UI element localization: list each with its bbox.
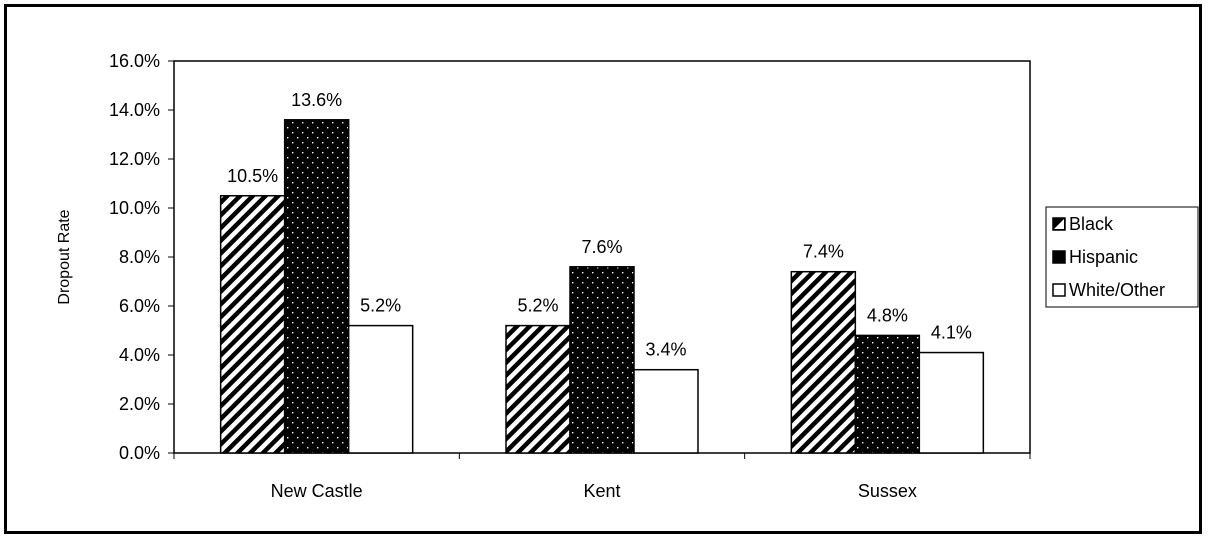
y-tick-label: 4.0% (119, 345, 160, 365)
y-tick-label: 8.0% (119, 247, 160, 267)
bar-black (219, 195, 286, 454)
y-axis-title: Dropout Rate (56, 209, 73, 304)
bar-hispanic (854, 334, 921, 454)
data-label: 13.6% (291, 90, 342, 110)
data-label: 5.2% (360, 296, 401, 316)
bar-white-other (633, 368, 699, 454)
x-tick-label: Kent (583, 481, 620, 501)
data-labels: 10.5% 5.2% 7.4% 13.6% 7.6% 4.8% 5.2% 3.4% 4.1% (227, 90, 972, 360)
data-label: 10.5% (227, 166, 278, 186)
x-axis: New Castle Kent Sussex (173, 453, 1031, 501)
legend-swatch-hispanic (1052, 250, 1066, 264)
bar-white-other (918, 351, 985, 454)
bars (219, 119, 985, 454)
x-tick-label: New Castle (271, 481, 363, 501)
data-label: 4.1% (931, 323, 972, 343)
data-label: 7.4% (803, 242, 844, 262)
bar-hispanic (283, 119, 350, 454)
legend-swatch-black (1052, 217, 1066, 231)
bar-black (790, 270, 857, 454)
data-label: 4.8% (867, 305, 908, 325)
x-tick-label: Sussex (858, 481, 917, 501)
y-tick-label: 0.0% (119, 443, 160, 463)
legend-label-white-other: White/Other (1069, 280, 1165, 300)
bar-white-other (347, 324, 414, 454)
legend-box (1045, 206, 1199, 308)
bar-hispanic (569, 266, 635, 454)
data-label: 3.4% (645, 340, 686, 360)
y-tick-label: 10.0% (109, 198, 160, 218)
data-label: 5.2% (517, 296, 558, 316)
y-axis: 0.0% 2.0% 4.0% 6.0% 8.0% 10.0% 12.0% 14.0% 16.0% (109, 51, 174, 463)
y-tick-label: 12.0% (109, 149, 160, 169)
legend-swatch-white-other (1052, 283, 1066, 297)
y-tick-label: 16.0% (109, 51, 160, 71)
bar-black (505, 324, 571, 454)
data-label: 7.6% (581, 237, 622, 257)
legend-label-hispanic: Hispanic (1069, 247, 1138, 267)
y-tick-label: 14.0% (109, 100, 160, 120)
legend-label-black: Black (1069, 214, 1114, 234)
legend: Black Hispanic White/Other (1045, 206, 1199, 308)
y-tick-label: 2.0% (119, 394, 160, 414)
y-tick-label: 6.0% (119, 296, 160, 316)
